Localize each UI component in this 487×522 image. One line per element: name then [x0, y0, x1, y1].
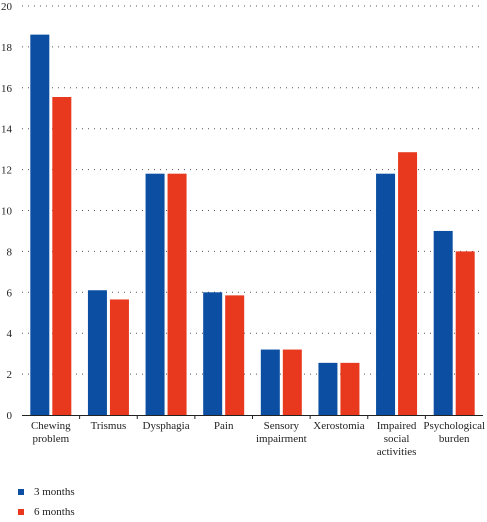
- bar-6-months: [109, 299, 129, 415]
- bar-6-months: [455, 251, 475, 415]
- x-tick-label: Psychological burden: [423, 420, 485, 445]
- legend-item-3-months: 3 months: [18, 482, 75, 502]
- bar-3-months: [318, 362, 338, 415]
- y-tick-label: 12: [1, 165, 12, 177]
- legend: 3 months 6 months: [18, 482, 75, 522]
- bar-6-months: [225, 295, 245, 415]
- x-tick-label: Impaired social activities: [377, 420, 417, 458]
- bar-3-months: [433, 230, 453, 415]
- y-tick-label: 20: [1, 1, 13, 13]
- bar-6-months: [340, 362, 360, 415]
- bar-6-months: [282, 349, 302, 415]
- bar-3-months: [30, 34, 50, 415]
- x-tick-label: Pain: [214, 420, 234, 432]
- bar-3-months: [203, 292, 223, 415]
- y-tick-label: 2: [7, 369, 13, 381]
- bar-6-months: [398, 152, 418, 415]
- legend-item-6-months: 6 months: [18, 502, 75, 522]
- x-tick-label: Trismus: [91, 420, 127, 432]
- bar-6-months: [52, 97, 72, 415]
- y-tick-label: 14: [1, 124, 13, 136]
- y-tick-label: 0: [7, 410, 13, 422]
- x-tick-label: Xerostomia: [313, 420, 364, 432]
- y-tick-label: 6: [7, 287, 13, 299]
- x-tick-label: Dysphagia: [143, 420, 190, 432]
- bar-3-months: [376, 173, 396, 415]
- y-tick-label: 16: [1, 83, 13, 95]
- x-tick-label: Chewing problem: [31, 420, 71, 445]
- y-tick-label: 18: [1, 42, 13, 54]
- bar-6-months: [167, 173, 187, 415]
- y-tick-label: 8: [7, 246, 13, 258]
- legend-swatch-3-months: [18, 489, 24, 495]
- bar-3-months: [260, 349, 280, 415]
- x-tick-label: Sensory impairment: [256, 420, 307, 445]
- bar-3-months: [145, 173, 165, 415]
- x-axis: Chewing problem Trismus Dysphagia Pain Sensor…: [22, 415, 485, 458]
- bar-3-months: [87, 290, 107, 415]
- y-tick-label: 4: [7, 328, 13, 340]
- bars: [30, 34, 475, 415]
- y-tick-label: 10: [1, 206, 13, 218]
- legend-label-6-months: 6 months: [34, 506, 75, 518]
- legend-label-3-months: 3 months: [34, 486, 75, 498]
- legend-swatch-6-months: [18, 509, 24, 515]
- y-axis: 0 2 4 6 8 10 12 14 16 18 20: [1, 1, 13, 422]
